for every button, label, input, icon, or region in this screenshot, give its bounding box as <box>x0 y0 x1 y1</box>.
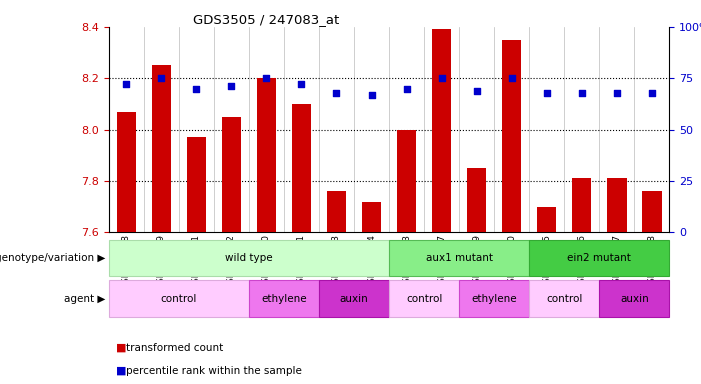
Bar <box>607 179 627 232</box>
Bar <box>109 240 389 276</box>
Point <box>366 92 377 98</box>
Text: agent ▶: agent ▶ <box>64 293 105 304</box>
Text: percentile rank within the sample: percentile rank within the sample <box>126 366 302 376</box>
Bar <box>362 202 381 232</box>
Bar <box>186 137 206 232</box>
Point <box>576 89 587 96</box>
Text: wild type: wild type <box>225 253 273 263</box>
Bar <box>292 104 311 232</box>
Point <box>121 81 132 88</box>
Text: auxin: auxin <box>620 293 649 304</box>
Text: control: control <box>546 293 583 304</box>
Point <box>646 89 658 96</box>
Text: ethylene: ethylene <box>261 293 307 304</box>
Point <box>506 75 517 81</box>
Point <box>401 85 412 91</box>
Bar <box>599 280 669 317</box>
Bar <box>502 40 522 232</box>
Text: control: control <box>406 293 442 304</box>
Text: ■: ■ <box>116 366 126 376</box>
Point <box>331 89 342 96</box>
Text: GDS3505 / 247083_at: GDS3505 / 247083_at <box>193 13 339 26</box>
Bar <box>257 78 276 232</box>
Bar <box>529 280 599 317</box>
Bar <box>389 280 459 317</box>
Bar <box>537 207 557 232</box>
Bar <box>529 240 669 276</box>
Point <box>191 85 202 91</box>
Point <box>156 75 167 81</box>
Point <box>436 75 447 81</box>
Bar <box>642 191 662 232</box>
Text: genotype/variation ▶: genotype/variation ▶ <box>0 253 105 263</box>
Text: ■: ■ <box>116 343 126 353</box>
Bar <box>151 65 171 232</box>
Text: ein2 mutant: ein2 mutant <box>567 253 632 263</box>
Point <box>541 89 552 96</box>
Text: ethylene: ethylene <box>471 293 517 304</box>
Point <box>261 75 272 81</box>
Bar <box>397 129 416 232</box>
Bar <box>572 179 592 232</box>
Point <box>296 81 307 88</box>
Text: auxin: auxin <box>339 293 369 304</box>
Bar <box>222 117 241 232</box>
Bar <box>459 280 529 317</box>
Bar <box>327 191 346 232</box>
Bar <box>249 280 319 317</box>
Text: control: control <box>161 293 197 304</box>
Bar <box>432 30 451 232</box>
Bar <box>109 280 249 317</box>
Point <box>471 88 482 94</box>
Bar <box>467 168 486 232</box>
Bar <box>319 280 389 317</box>
Point <box>226 83 237 89</box>
Point <box>611 89 622 96</box>
Text: aux1 mutant: aux1 mutant <box>426 253 493 263</box>
Bar <box>116 112 136 232</box>
Bar <box>389 240 529 276</box>
Text: transformed count: transformed count <box>126 343 224 353</box>
